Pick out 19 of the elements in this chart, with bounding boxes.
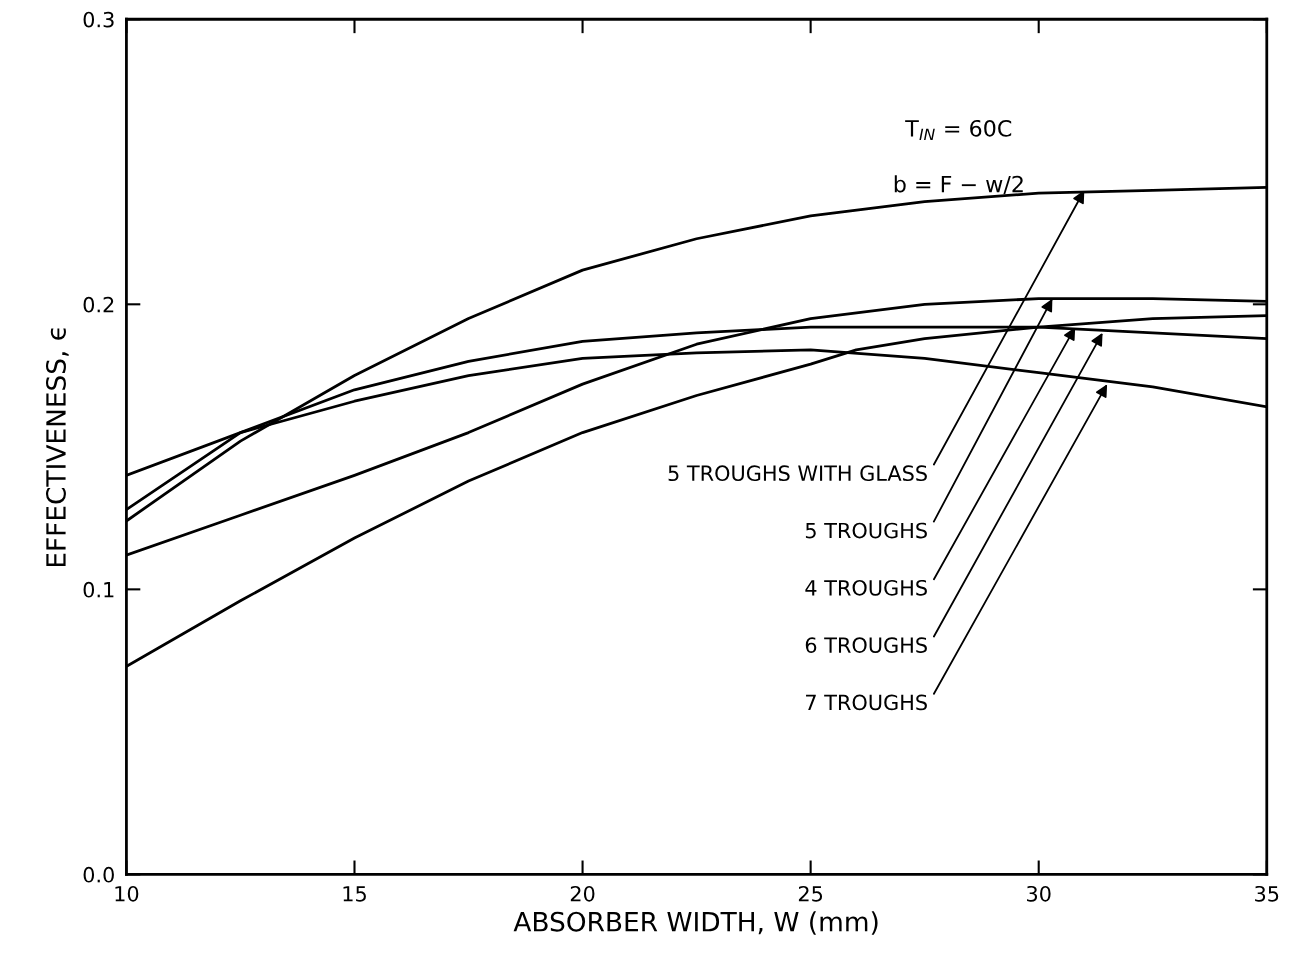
y-tick-label: 0.3 xyxy=(83,11,114,28)
annotation: 6 TROUGHS xyxy=(805,637,927,653)
x-tick-label: 25 xyxy=(798,885,823,902)
y-axis-title: EFFECTIVENESS, ϵ xyxy=(45,328,69,567)
x-tick-label: 30 xyxy=(1027,885,1051,902)
x-axis-title: ABSORBER WIDTH, W (mm) xyxy=(513,911,878,935)
annotation: T$_{IN}$ = 60C xyxy=(905,119,1012,141)
y-tick-label: 0.1 xyxy=(83,581,114,598)
annotation: 5 TROUGHS xyxy=(805,522,927,539)
y-tick-label: 0.0 xyxy=(83,866,114,883)
annotation: 7 TROUGHS xyxy=(806,694,927,711)
x-tick-label: 10 xyxy=(115,885,139,902)
annotation: 5 TROUGHS WITH GLASS xyxy=(668,465,927,482)
annotation: b = F − w/2 xyxy=(894,175,1023,195)
x-tick-label: 15 xyxy=(343,886,366,902)
annotation: 4 TROUGHS xyxy=(805,579,927,596)
y-tick-label: 0.2 xyxy=(83,296,114,313)
x-tick-label: 35 xyxy=(1255,885,1279,902)
x-tick-label: 20 xyxy=(570,885,595,902)
